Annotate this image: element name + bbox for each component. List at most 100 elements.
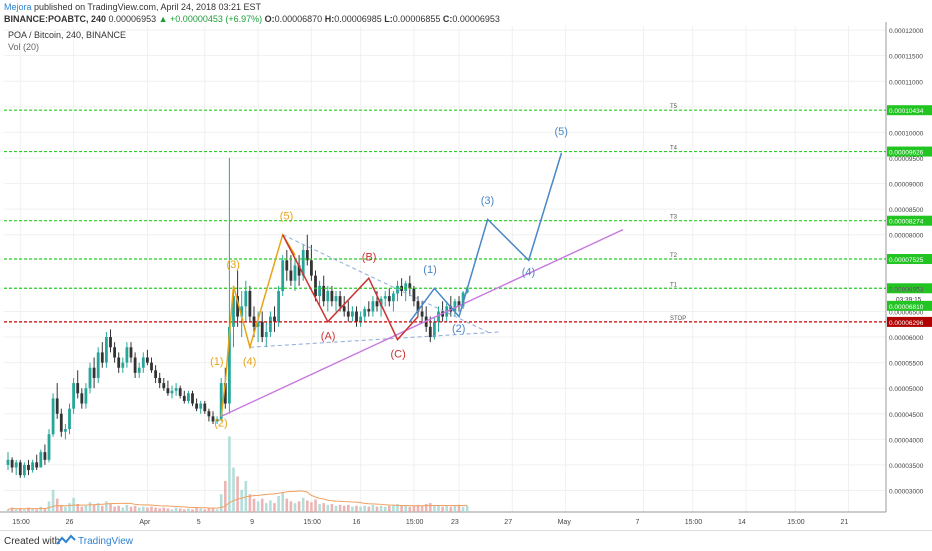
x-tick-label: 15:00: [787, 519, 805, 526]
candle-body: [109, 337, 112, 348]
candle-body: [420, 311, 424, 317]
volume-bar: [51, 489, 55, 512]
volume-bar: [396, 504, 399, 512]
volume-bar: [211, 507, 215, 512]
close-label: C:: [442, 14, 453, 24]
candle-body: [322, 285, 326, 302]
volume-bar: [68, 503, 71, 512]
price-chart[interactable]: POA / Bitcoin, 240, BINANCE Vol (20) T5 T4 T…: [0, 22, 932, 530]
volume-bar: [31, 508, 34, 512]
volume-bar: [84, 505, 88, 512]
triangle-upper-line: [282, 234, 488, 333]
volume-bar: [195, 507, 198, 512]
wave-label: (5): [555, 126, 568, 138]
volume-bar: [461, 506, 465, 512]
candle-body: [326, 290, 330, 302]
candle-body: [367, 308, 371, 312]
candle-body: [154, 370, 157, 378]
x-tick-label: 15:00: [685, 519, 703, 526]
candle-body: [150, 362, 153, 371]
candle-body: [68, 408, 71, 430]
y-tick-label: 0.00009500: [889, 156, 924, 163]
volume-bar: [318, 504, 321, 512]
series-title: POA / Bitcoin, 240, BINANCE: [8, 30, 126, 40]
high-label: H:: [324, 14, 335, 24]
candle-body: [305, 250, 309, 261]
candle-body: [121, 362, 125, 368]
candle-body: [203, 403, 207, 412]
publish-info: Mejora published on TradingView.com, Apr…: [4, 2, 261, 12]
candle-body: [125, 347, 129, 363]
candle-body: [236, 296, 239, 317]
volume-bar: [429, 503, 432, 512]
y-tick-label: 0.00005500: [889, 361, 924, 368]
price-label: 0.00006810: [889, 304, 924, 311]
volume-bar: [437, 505, 440, 512]
candle-body: [248, 290, 252, 317]
footer: Created with TradingView: [0, 530, 932, 551]
candle-body: [314, 275, 317, 297]
volume-bar: [199, 508, 202, 512]
volume-bar: [392, 504, 395, 512]
volume-bar: [88, 502, 92, 512]
volume-bar: [158, 508, 161, 512]
volume-bar: [273, 503, 276, 512]
volume-bar: [129, 506, 133, 512]
candle-body: [174, 388, 178, 391]
high-value: 0.00006985: [334, 14, 382, 24]
x-tick-label: May: [558, 519, 572, 526]
candle-body: [43, 452, 47, 460]
candle-body: [256, 321, 260, 327]
volume-bar: [248, 494, 252, 512]
candle-body: [23, 464, 26, 476]
volume-bar: [109, 504, 112, 512]
tradingview-brand[interactable]: TradingView: [78, 536, 134, 547]
chart-header: Mejora published on TradingView.com, Apr…: [0, 0, 932, 24]
x-tick-label: 9: [250, 519, 254, 526]
wave-label: (5): [280, 210, 293, 222]
candle-body: [408, 283, 412, 289]
candle-body: [289, 270, 293, 281]
candle-body: [14, 462, 18, 468]
wave-label: (2): [214, 418, 227, 430]
volume-bar: [125, 504, 129, 512]
x-tick-label: 26: [66, 519, 74, 526]
volume-bar: [47, 501, 51, 512]
volume-bar: [408, 506, 412, 512]
volume-bar: [146, 507, 149, 512]
corrective-wave-line: [282, 234, 419, 341]
volume-bar: [355, 505, 358, 512]
wave-label: (1): [423, 264, 436, 276]
candle-body: [404, 283, 408, 291]
projected-wave-line: [409, 152, 563, 323]
candle-body: [27, 464, 30, 471]
volume-bar: [92, 504, 96, 512]
volume-bar: [301, 497, 305, 512]
candle-body: [297, 265, 301, 276]
created-with-text: Created with: [4, 536, 61, 547]
volume-bar: [465, 505, 469, 512]
volume-bar: [371, 504, 375, 512]
candle-body: [129, 347, 133, 358]
wave-label: (A): [321, 331, 336, 343]
volume-bar: [420, 505, 424, 512]
y-tick-label: 0.00004000: [889, 437, 924, 444]
level-price-box: [887, 254, 932, 265]
volume-bar: [252, 498, 256, 512]
x-tick-label: 7: [636, 519, 640, 526]
trend-support-line: [220, 228, 624, 417]
x-tick-label: 21: [841, 519, 849, 526]
volume-bar: [281, 492, 284, 512]
close-value: 0.00006953: [452, 14, 500, 24]
y-tick-label: 0.00011000: [889, 79, 923, 86]
candle-body: [318, 285, 321, 297]
wave-label: (4): [522, 267, 535, 279]
author-link[interactable]: Mejora: [4, 2, 32, 12]
candle-body: [72, 383, 75, 409]
volume-bar: [191, 509, 194, 512]
volume-bar: [424, 504, 428, 512]
candle-body: [375, 301, 379, 307]
y-tick-label: 0.00005000: [889, 386, 924, 393]
candle-body: [187, 393, 190, 401]
candle-body: [199, 403, 203, 409]
